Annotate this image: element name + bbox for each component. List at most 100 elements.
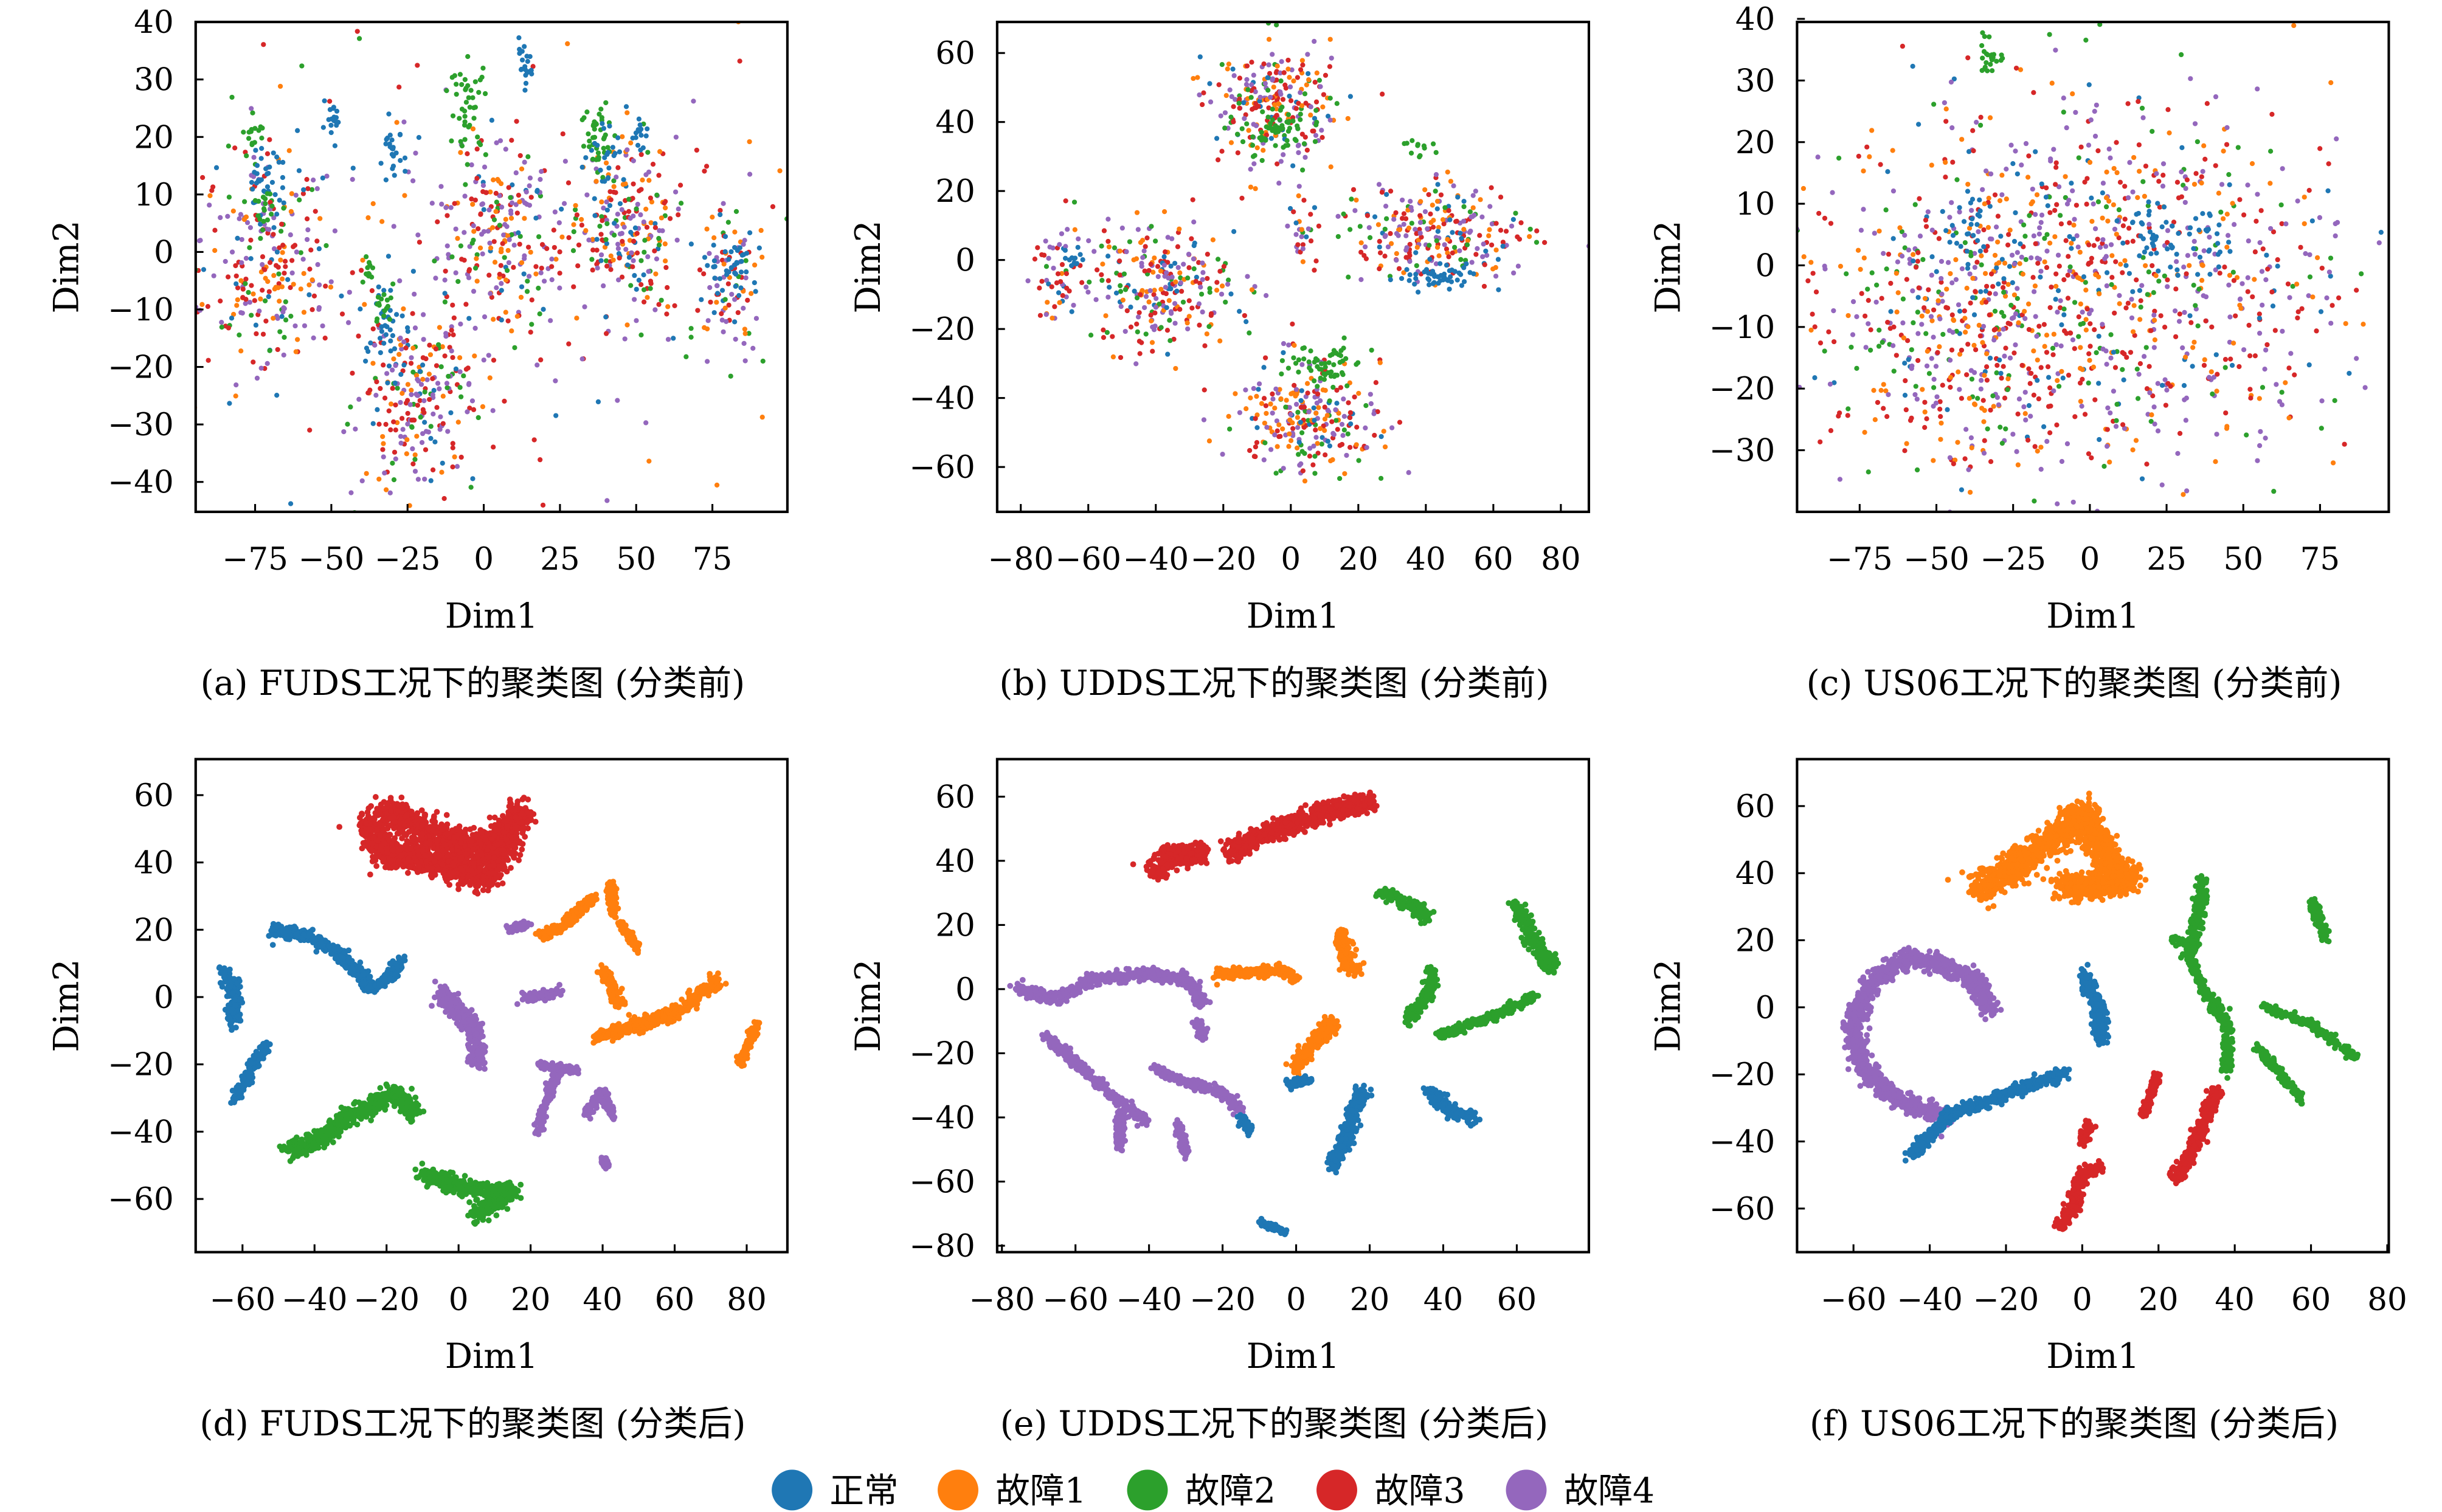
- point: [397, 278, 403, 284]
- point: [2011, 238, 2018, 244]
- point: [2181, 492, 2186, 497]
- point: [403, 345, 409, 351]
- point: [1965, 342, 1971, 347]
- point: [2165, 228, 2171, 233]
- point: [581, 143, 587, 149]
- point: [396, 351, 402, 357]
- point: [2111, 388, 2117, 394]
- point: [1970, 295, 1976, 300]
- point: [469, 162, 474, 168]
- point: [601, 134, 607, 140]
- point: [226, 195, 232, 200]
- point: [2015, 286, 2020, 291]
- point: [1124, 308, 1130, 314]
- point: [466, 275, 472, 280]
- point: [1854, 365, 1859, 371]
- point: [1231, 104, 1236, 109]
- point: [2319, 265, 2325, 271]
- point: [2051, 331, 2056, 337]
- point: [2187, 231, 2192, 237]
- y-tick-label: −60: [909, 449, 975, 486]
- point: [2302, 195, 2307, 200]
- point: [1296, 184, 1302, 189]
- point: [1871, 388, 1876, 393]
- point: [209, 188, 215, 193]
- point: [226, 143, 231, 149]
- point: [428, 478, 434, 483]
- point: [491, 239, 497, 244]
- point: [1150, 269, 1156, 275]
- point: [553, 413, 559, 418]
- point: [1335, 213, 1341, 219]
- point: [285, 277, 291, 282]
- point: [2362, 385, 2368, 390]
- point: [1511, 270, 1517, 276]
- point: [443, 205, 449, 210]
- point: [1886, 252, 1892, 257]
- point: [1235, 150, 1240, 156]
- point: [486, 272, 492, 278]
- point: [238, 348, 244, 354]
- point: [1919, 313, 1925, 319]
- point: [1169, 236, 1175, 241]
- point: [530, 64, 536, 69]
- point: [2228, 356, 2233, 362]
- point: [262, 267, 268, 272]
- point: [2050, 345, 2056, 351]
- point: [1962, 240, 1968, 246]
- point: [1931, 376, 1937, 382]
- point: [1935, 298, 1941, 303]
- point: [1300, 468, 1306, 474]
- point: [742, 358, 748, 364]
- point: [1422, 269, 1427, 275]
- point: [571, 222, 576, 227]
- point: [201, 267, 207, 272]
- point: [2162, 325, 2168, 330]
- point: [2001, 285, 2006, 291]
- point: [605, 145, 610, 150]
- point: [421, 410, 427, 415]
- point: [1214, 136, 1220, 141]
- point: [525, 154, 531, 159]
- point: [1148, 261, 1154, 267]
- point: [1388, 231, 1393, 236]
- point: [2190, 345, 2196, 350]
- point: [1980, 187, 1985, 192]
- point: [1931, 307, 1937, 312]
- x-tick-label: 50: [2223, 541, 2263, 578]
- point: [1998, 424, 2003, 430]
- point: [749, 291, 754, 296]
- point: [457, 385, 463, 390]
- point: [506, 260, 512, 266]
- point: [2354, 356, 2359, 361]
- point: [458, 243, 464, 249]
- y-tick-label: 0: [154, 234, 174, 271]
- point: [498, 263, 503, 268]
- point: [317, 282, 322, 288]
- point: [2074, 233, 2080, 238]
- point: [1408, 150, 1414, 156]
- point: [646, 178, 652, 183]
- point: [551, 227, 556, 233]
- point: [1436, 225, 1441, 230]
- point: [1403, 216, 1409, 221]
- point: [2097, 291, 2102, 297]
- x-tick-label: −50: [1903, 541, 1970, 578]
- point: [1785, 238, 1790, 243]
- point: [510, 182, 515, 188]
- point: [1826, 329, 1832, 334]
- point: [258, 236, 263, 241]
- point: [2129, 297, 2134, 302]
- point: [524, 289, 530, 294]
- point: [1887, 326, 1893, 331]
- point: [2046, 375, 2052, 380]
- point: [375, 316, 380, 322]
- point: [434, 363, 440, 368]
- point: [266, 289, 272, 294]
- point: [1726, 212, 1731, 217]
- point: [1161, 209, 1167, 215]
- point: [1274, 106, 1279, 112]
- point: [438, 414, 443, 419]
- point: [288, 313, 294, 319]
- point: [499, 288, 504, 293]
